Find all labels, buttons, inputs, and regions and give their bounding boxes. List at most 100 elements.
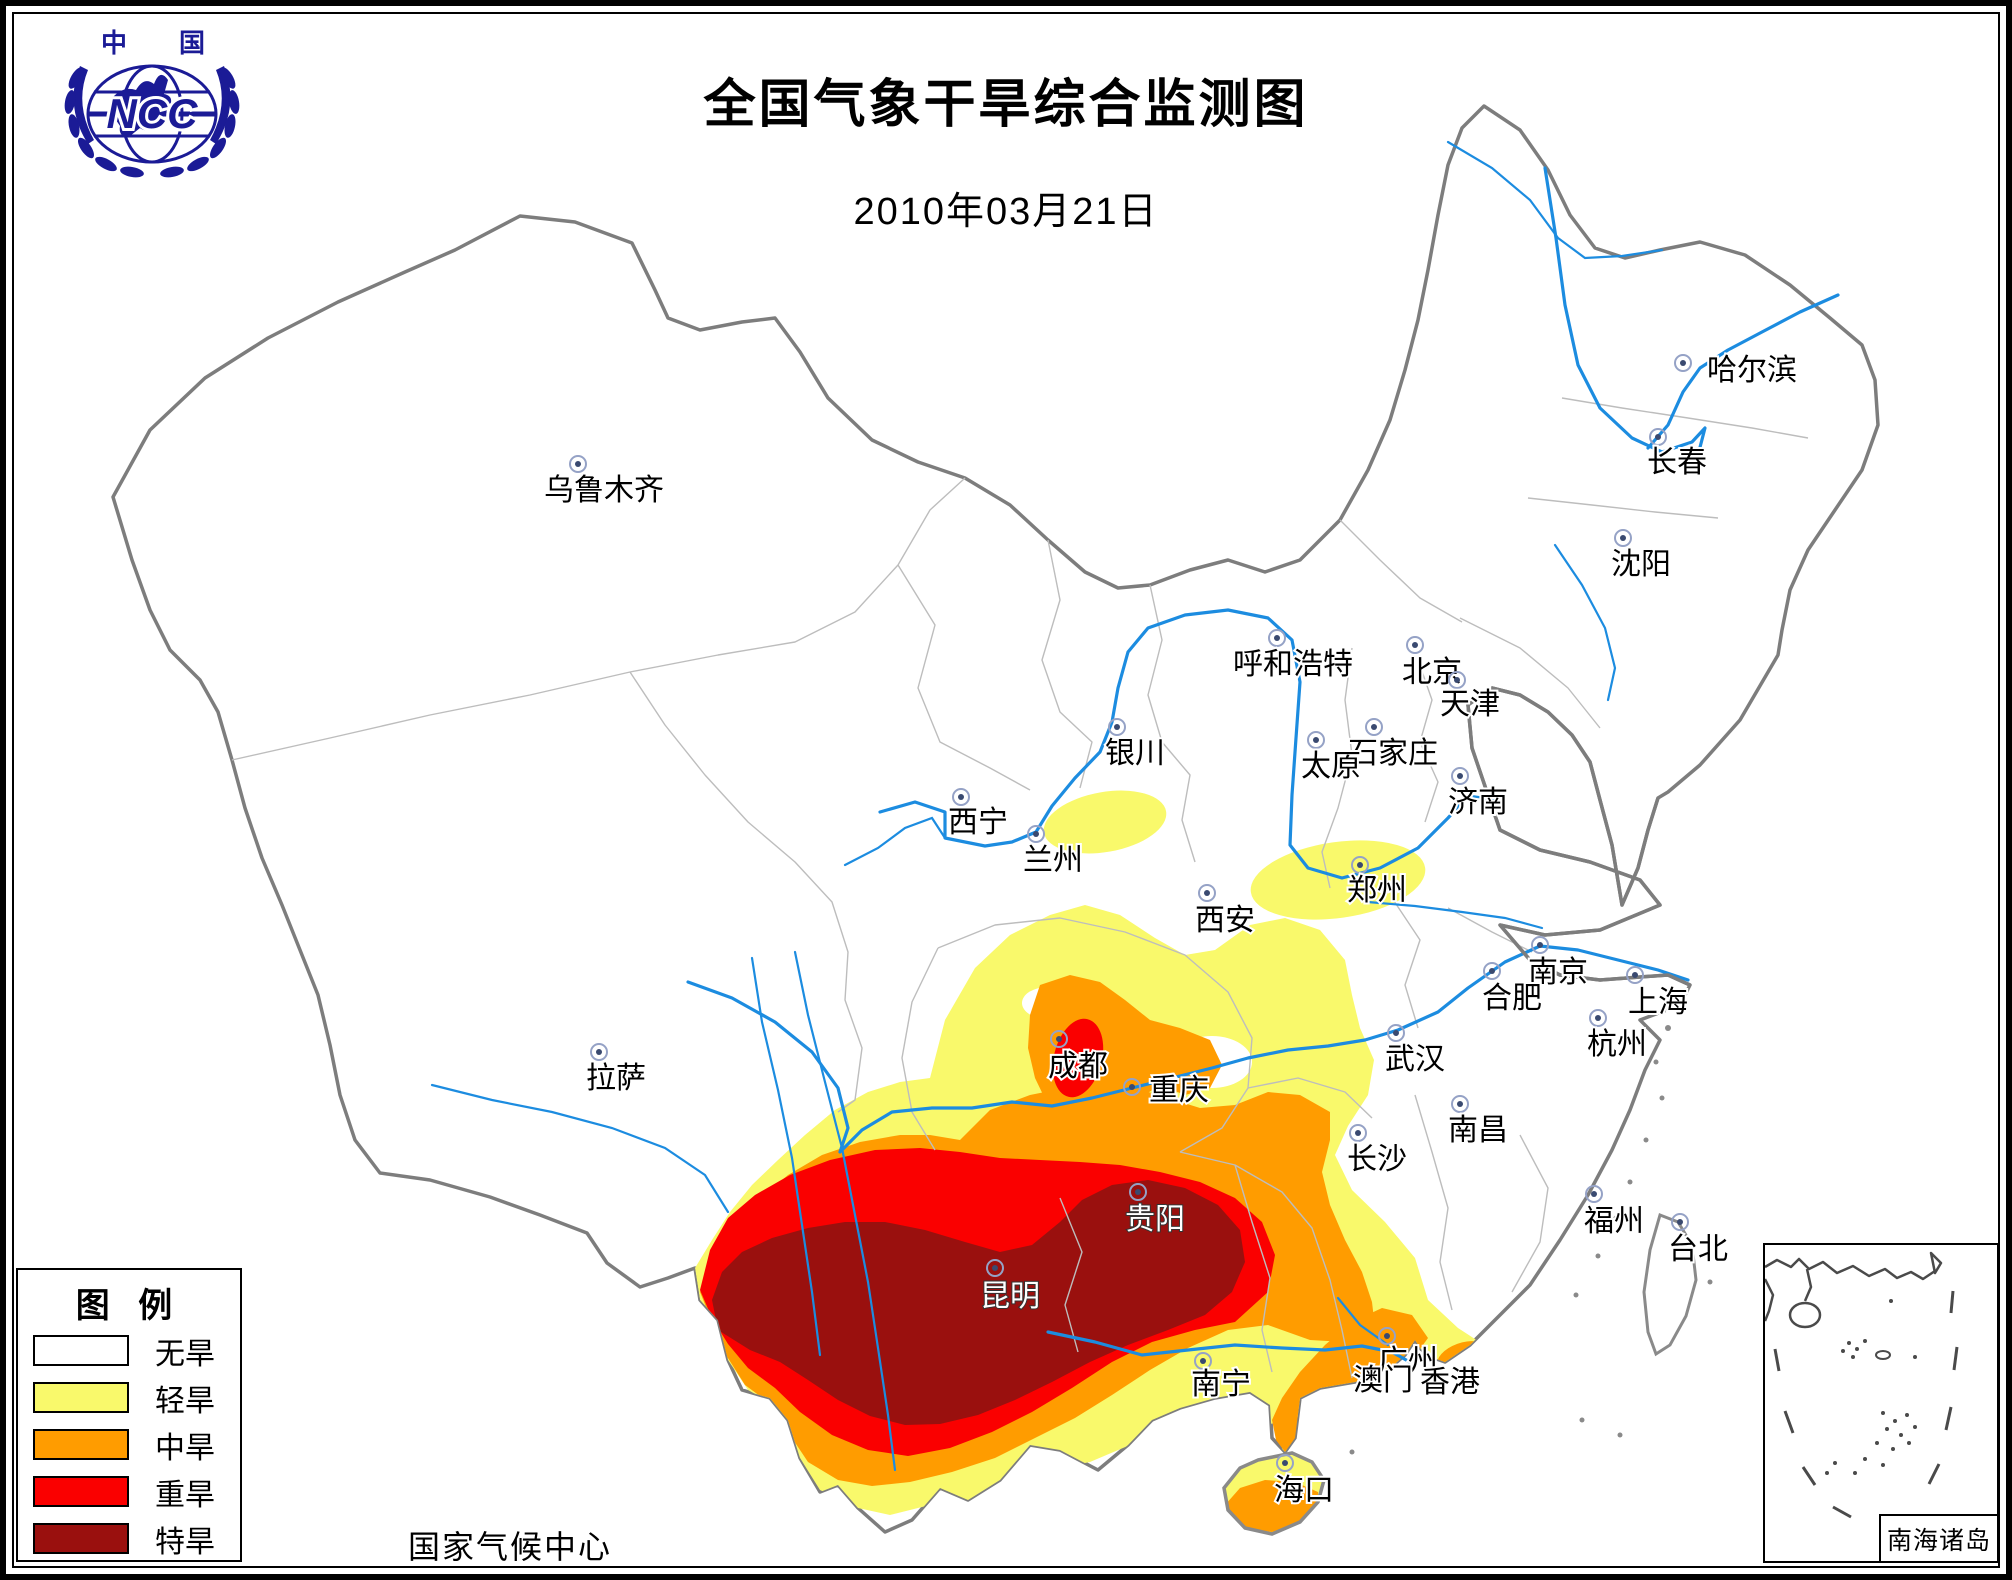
city-marker <box>1276 1454 1294 1472</box>
city-label: 乌鲁木齐 <box>544 474 664 507</box>
city-marker-dot <box>1274 635 1280 641</box>
drought-light-zhengzhou <box>1250 840 1426 920</box>
legend-row: 轻旱 <box>18 1374 240 1421</box>
city-marker <box>1027 825 1045 843</box>
city-marker <box>1349 1124 1367 1142</box>
logo-char-zhong: 中 <box>101 28 127 58</box>
lancang-river <box>793 950 897 1472</box>
tsangpo-river <box>430 1083 730 1214</box>
city-label: 长沙 <box>1347 1143 1407 1176</box>
legend-label: 特旱 <box>155 1525 215 1559</box>
city-marker-dot <box>1595 1015 1601 1021</box>
city-label: 西宁 <box>948 806 1008 839</box>
city-label: 天津 <box>1440 688 1500 721</box>
city-marker-dot <box>1114 724 1120 730</box>
legend-swatch <box>33 1382 129 1413</box>
nu-river <box>750 956 822 1357</box>
legend-label: 轻旱 <box>155 1384 215 1418</box>
inset-hainan <box>1788 1301 1822 1329</box>
city-marker-dot <box>992 1265 998 1271</box>
city-label: 香港 <box>1420 1366 1480 1399</box>
city-marker <box>952 788 970 806</box>
logo-char-guo: 国 <box>179 28 205 58</box>
city-marker <box>1671 1213 1689 1231</box>
credit-text: 国家气候中心 <box>408 1529 613 1565</box>
city-label: 南昌 <box>1448 1114 1508 1147</box>
city-marker-dot <box>1371 724 1377 730</box>
city-marker <box>1378 1327 1396 1345</box>
city-marker-dot <box>1129 1084 1135 1090</box>
liao-river <box>1553 543 1617 702</box>
city-label: 武汉 <box>1385 1043 1445 1076</box>
city-marker <box>1451 1095 1469 1113</box>
city-label: 哈尔滨 <box>1707 354 1797 387</box>
inset-vietnam-coast <box>1765 1278 1775 1322</box>
nen-songhua-river <box>1543 166 1707 474</box>
drought-extreme-main <box>712 1180 1245 1425</box>
south-china-sea-inset: 南海诸岛 <box>1763 1243 1999 1563</box>
logo-wreath <box>64 66 240 178</box>
upper-yellow-bend <box>843 816 947 867</box>
city-marker-dot <box>1591 1191 1597 1197</box>
city-marker <box>569 455 587 473</box>
pearl-river <box>1046 1330 1417 1367</box>
legend-row: 特旱 <box>18 1515 240 1562</box>
city-marker-dot <box>1412 642 1418 648</box>
page-title: 全国气象干旱综合监测图 <box>703 76 1309 134</box>
city-marker-dot <box>1313 737 1319 743</box>
inset-label-box: 南海诸岛 <box>1879 1514 1999 1563</box>
city-marker-dot <box>1632 972 1638 978</box>
city-label: 合肥 <box>1482 982 1542 1015</box>
city-marker <box>1448 671 1466 689</box>
legend-swatch <box>33 1429 129 1460</box>
ncc-logo: 中 国 NCC <box>64 28 240 178</box>
city-marker <box>1674 354 1692 372</box>
city-label: 杭州 <box>1587 1028 1647 1061</box>
legend: 图 例 无旱 轻旱 中旱 重旱 特旱 <box>16 1268 242 1562</box>
city-marker-dot <box>1135 1189 1141 1195</box>
inset-label: 南海诸岛 <box>1886 1527 1991 1555</box>
city-marker <box>1483 962 1501 980</box>
legend-row: 中旱 <box>18 1421 240 1468</box>
city-label: 成都 <box>1048 1050 1108 1083</box>
city-marker <box>1129 1183 1147 1201</box>
city-marker-dot <box>1282 1460 1288 1466</box>
city-label: 沈阳 <box>1611 548 1671 581</box>
legend-label: 重旱 <box>155 1478 215 1512</box>
legend-row: 重旱 <box>18 1468 240 1515</box>
inset-coastline <box>1765 1257 1936 1281</box>
city-label: 太原 <box>1301 750 1361 783</box>
city-marker-dot <box>1355 1130 1361 1136</box>
city-marker <box>1585 1185 1603 1203</box>
city-marker <box>1268 629 1286 647</box>
city-label: 兰州 <box>1023 844 1083 877</box>
city-marker <box>1365 718 1383 736</box>
city-marker <box>1589 1009 1607 1027</box>
city-label: 郑州 <box>1347 874 1407 907</box>
city-marker-dot <box>958 794 964 800</box>
legend-swatch <box>33 1523 129 1554</box>
city-marker-dot <box>1457 773 1463 779</box>
legend-row: 无旱 <box>18 1327 240 1374</box>
inset-taiwan-tip <box>1929 1251 1943 1275</box>
city-marker-dot <box>1204 890 1210 896</box>
city-marker-dot <box>1489 968 1495 974</box>
city-marker-dot <box>1537 942 1543 948</box>
city-marker-dot <box>1457 1101 1463 1107</box>
city-label: 西安 <box>1195 904 1255 937</box>
rivers <box>430 140 1840 1472</box>
legend-title: 图 例 <box>75 1288 183 1325</box>
inset-leizhou <box>1803 1268 1813 1302</box>
city-marker <box>1649 428 1667 446</box>
yangtze-river <box>686 944 1690 1154</box>
city-label: 台北 <box>1668 1233 1728 1266</box>
city-marker <box>986 1259 1004 1277</box>
city-marker <box>1626 966 1644 984</box>
city-marker <box>1387 1024 1405 1042</box>
city-label: 长春 <box>1647 446 1707 479</box>
city-marker-dot <box>1384 1333 1390 1339</box>
legend-swatch <box>33 1335 129 1366</box>
city-marker <box>1198 884 1216 902</box>
city-label: 海口 <box>1274 1474 1334 1507</box>
